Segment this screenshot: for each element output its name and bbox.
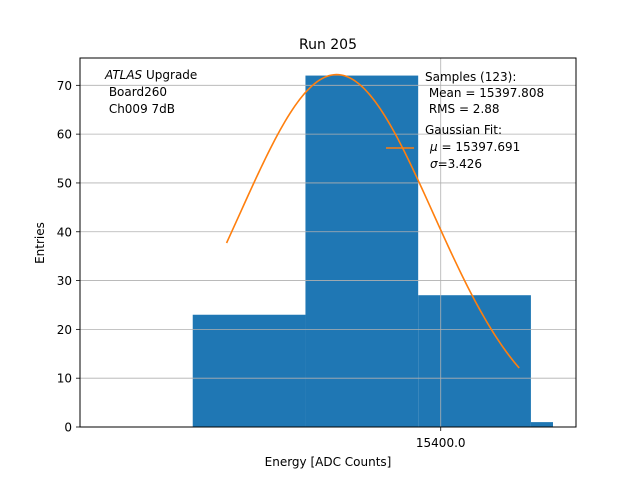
legend-samples-rms: RMS = 2.88 xyxy=(425,102,500,116)
y-tick-label-0: 0 xyxy=(64,421,72,435)
legend-mu-value: = 15397.691 xyxy=(438,140,521,154)
legend-samples-swatch xyxy=(387,89,414,99)
y-tick-label-60: 60 xyxy=(57,128,72,142)
x-axis-label: Energy [ADC Counts] xyxy=(265,455,392,469)
y-tick-label-70: 70 xyxy=(57,79,72,93)
plot-frame xyxy=(79,57,577,428)
x-tick-label: 15400.0 xyxy=(416,436,466,450)
y-axis-label: Entries xyxy=(33,222,47,264)
fit-curve-group xyxy=(80,58,576,427)
y-tick-label-10: 10 xyxy=(57,372,72,386)
y-tick-label-50: 50 xyxy=(57,176,72,190)
legend: Samples (123): Mean = 15397.808 RMS = 2.… xyxy=(386,70,544,171)
chart-title: Run 205 xyxy=(299,37,357,53)
legend-fit-sigma: σ=3.426 xyxy=(430,157,482,171)
legend-sigma-symbol: σ xyxy=(430,157,438,171)
y-axis-ticks: 0 10 20 30 40 50 60 70 xyxy=(57,79,80,435)
histogram-bar-4 xyxy=(530,422,553,427)
histogram-bar-1 xyxy=(192,314,306,427)
histogram-bar-2 xyxy=(305,75,419,427)
gaussian-fit-curve xyxy=(225,73,520,369)
legend-samples-mean: Mean = 15397.808 xyxy=(425,86,544,100)
legend-fit-mu: μ = 15397.691 xyxy=(429,140,520,154)
x-axis-ticks: 15400.0 xyxy=(416,427,466,450)
run-annotation: ATLAS Upgrade Board260 Ch009 7dB xyxy=(104,68,197,116)
annotation-experiment-suffix: Upgrade xyxy=(142,68,197,82)
annotation-experiment: ATLAS Upgrade xyxy=(104,68,197,82)
annotation-board: Board260 xyxy=(105,85,167,99)
legend-mu-symbol: μ xyxy=(429,140,438,154)
annotation-channel: Ch009 7dB xyxy=(105,102,175,116)
y-tick-label-20: 20 xyxy=(57,323,72,337)
annotation-experiment-name: ATLAS xyxy=(104,68,143,82)
y-tick-label-40: 40 xyxy=(57,225,72,239)
legend-samples-label: Samples (123): xyxy=(425,70,516,84)
y-tick-label-30: 30 xyxy=(57,274,72,288)
histogram-bar-3 xyxy=(418,295,531,427)
legend-fit-label: Gaussian Fit: xyxy=(425,123,502,137)
legend-sigma-value: =3.426 xyxy=(438,157,482,171)
